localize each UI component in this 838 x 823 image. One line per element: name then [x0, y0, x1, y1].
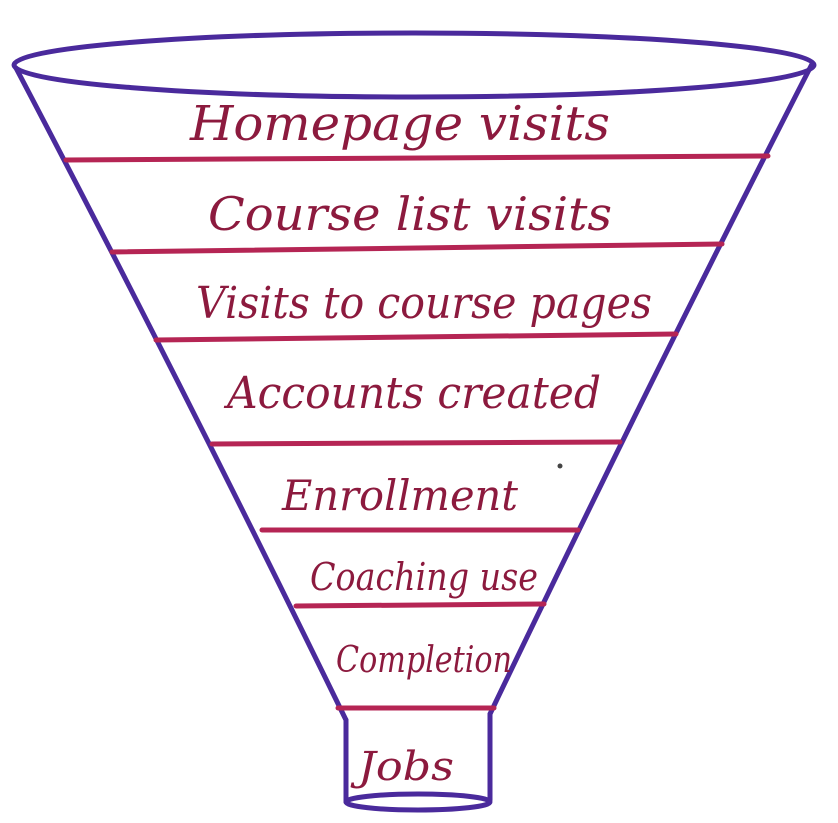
stage-label-coaching-use: Coaching use [310, 555, 538, 599]
stage-divider [153, 331, 679, 343]
stage-divider [109, 241, 725, 255]
stage-label-course-list-visits: Course list visits [208, 187, 612, 241]
stage-divider [63, 153, 771, 163]
funnel-rim [11, 30, 817, 100]
stage-label-visits-to-course-pages: Visits to course pages [196, 278, 652, 329]
stage-divider [293, 601, 547, 609]
stage-label-accounts-created: Accounts created [223, 368, 601, 419]
funnel-left-side [13, 65, 349, 723]
stage-label-jobs: Jobs [350, 744, 454, 790]
stage-label-completion: Completion [336, 640, 512, 681]
funnel-spout [343, 711, 493, 805]
stage-divider [209, 439, 623, 447]
stage-label-enrollment: Enrollment [281, 471, 518, 520]
stray-dot [557, 463, 563, 469]
stage-label-homepage-visits: Homepage visits [189, 96, 610, 152]
funnel-spout-opening [343, 791, 493, 813]
